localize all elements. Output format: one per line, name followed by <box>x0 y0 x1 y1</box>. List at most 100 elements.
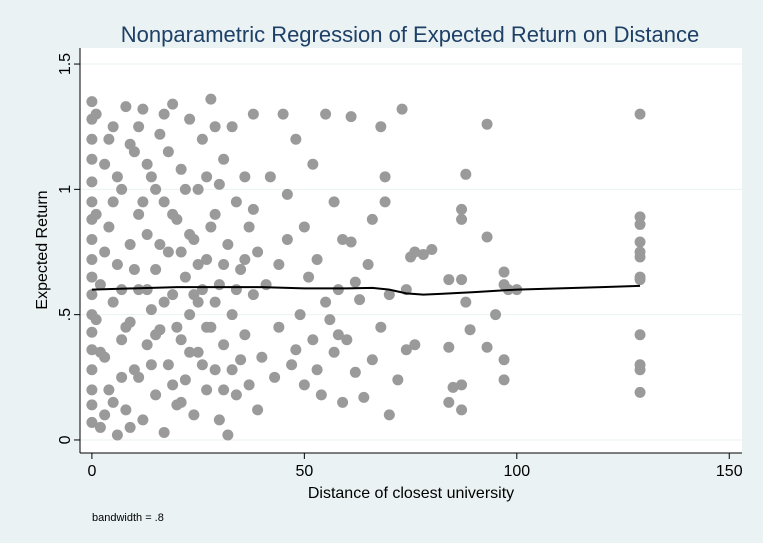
scatter-point <box>145 171 157 183</box>
scatter-point <box>498 266 510 278</box>
scatter-point <box>86 344 98 356</box>
scatter-point <box>213 178 225 190</box>
scatter-point <box>239 254 251 266</box>
scatter-point <box>116 183 128 195</box>
scatter-point <box>175 246 187 258</box>
scatter-point <box>235 354 247 366</box>
scatter-point <box>213 414 225 426</box>
scatter-point <box>362 259 374 271</box>
scatter-point <box>86 289 98 301</box>
scatter-point <box>162 246 174 258</box>
scatter-point <box>218 384 230 396</box>
scatter-point <box>167 208 179 220</box>
scatter-point <box>230 284 242 296</box>
scatter-point <box>405 251 417 263</box>
scatter-point <box>328 346 340 358</box>
scatter-point <box>226 364 238 376</box>
scatter-point <box>103 221 115 233</box>
scatter-point <box>205 93 217 105</box>
scatter-point <box>634 218 646 230</box>
scatter-point <box>167 98 179 110</box>
scatter-point <box>86 364 98 376</box>
scatter-point <box>86 196 98 208</box>
scatter-point <box>218 153 230 165</box>
scatter-point <box>392 374 404 386</box>
scatter-point <box>332 284 344 296</box>
scatter-point <box>137 103 149 115</box>
scatter-point <box>192 259 204 271</box>
scatter-point <box>247 289 259 301</box>
scatter-point <box>141 339 153 351</box>
scatter-point <box>366 354 378 366</box>
scatter-point <box>634 211 646 223</box>
scatter-point <box>298 379 310 391</box>
scatter-point <box>90 208 102 220</box>
scatter-point <box>137 196 149 208</box>
scatter-point <box>137 414 149 426</box>
scatter-point <box>128 264 140 276</box>
scatter-point <box>252 246 264 258</box>
scatter-point <box>396 103 408 115</box>
scatter-point <box>426 243 438 255</box>
scatter-point <box>90 314 102 326</box>
y-tick-label: 1 <box>57 185 74 194</box>
scatter-point <box>277 108 289 120</box>
scatter-point <box>141 158 153 170</box>
scatter-point <box>111 259 123 271</box>
scatter-point <box>120 101 132 113</box>
scatter-point <box>107 296 119 308</box>
scatter-point <box>107 396 119 408</box>
scatter-point <box>332 329 344 341</box>
scatter-point <box>252 404 264 416</box>
scatter-point <box>498 374 510 386</box>
scatter-point <box>222 238 234 250</box>
scatter-point <box>239 171 251 183</box>
scatter-point <box>481 341 493 353</box>
scatter-point <box>86 233 98 245</box>
scatter-point <box>192 296 204 308</box>
scatter-point <box>158 108 170 120</box>
scatter-point <box>256 351 268 363</box>
scatter-point <box>99 409 111 421</box>
scatter-point <box>150 183 162 195</box>
scatter-point <box>209 208 221 220</box>
scatter-point <box>124 138 136 150</box>
scatter-point <box>184 309 196 321</box>
scatter-point <box>209 296 221 308</box>
scatter-point <box>162 146 174 158</box>
scatter-point <box>94 421 106 433</box>
scatter-point <box>133 284 145 296</box>
scatter-point <box>383 409 395 421</box>
scatter-point <box>243 221 255 233</box>
scatter-point <box>150 389 162 401</box>
scatter-point <box>443 341 455 353</box>
scatter-point <box>201 321 213 333</box>
scatter-point <box>358 391 370 403</box>
scatter-point <box>86 133 98 145</box>
scatter-point <box>443 396 455 408</box>
scatter-point <box>481 118 493 130</box>
scatter-point <box>634 236 646 248</box>
scatter-point <box>103 384 115 396</box>
scatter-point <box>86 96 98 108</box>
scatter-point <box>341 334 353 346</box>
scatter-point <box>171 321 183 333</box>
scatter-point <box>324 314 336 326</box>
scatter-point <box>328 196 340 208</box>
scatter-point <box>281 233 293 245</box>
y-axis-label: Expected Return <box>34 190 51 309</box>
x-axis-label: Distance of closest university <box>308 485 514 502</box>
scatter-point <box>158 426 170 438</box>
scatter-point <box>498 354 510 366</box>
scatter-point <box>456 213 468 225</box>
x-tick-label: 0 <box>87 463 96 480</box>
scatter-point <box>337 233 349 245</box>
scatter-point <box>260 279 272 291</box>
scatter-point <box>298 221 310 233</box>
scatter-point <box>320 296 332 308</box>
scatter-point <box>286 359 298 371</box>
scatter-point <box>273 321 285 333</box>
scatter-point <box>107 196 119 208</box>
scatter-point <box>490 309 502 321</box>
